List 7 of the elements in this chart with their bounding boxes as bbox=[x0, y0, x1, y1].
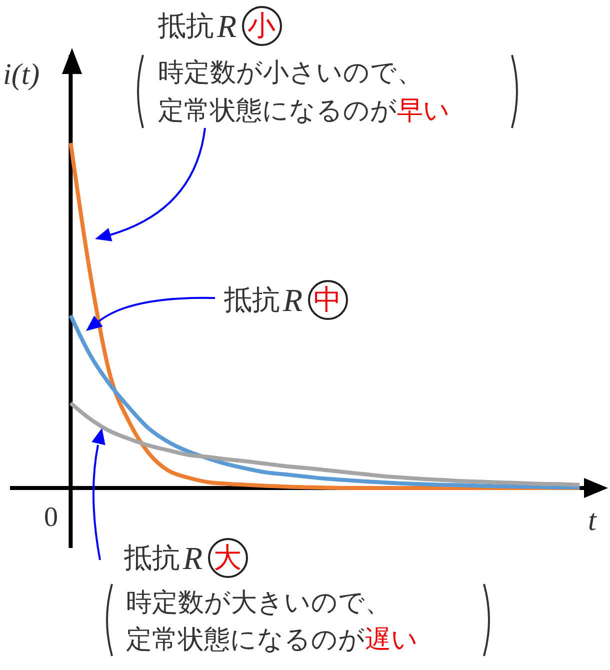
y-axis-title: i(t) bbox=[3, 58, 40, 92]
text: 時定数が大きいので、 bbox=[126, 588, 391, 618]
text: 定常状態になるのが早い bbox=[158, 96, 450, 126]
text: 0 bbox=[44, 502, 58, 534]
text: 定常状態になるのが遅い bbox=[126, 625, 418, 655]
text: 時定数が小さいので、 bbox=[158, 58, 423, 88]
x-axis-title: t bbox=[588, 504, 596, 538]
